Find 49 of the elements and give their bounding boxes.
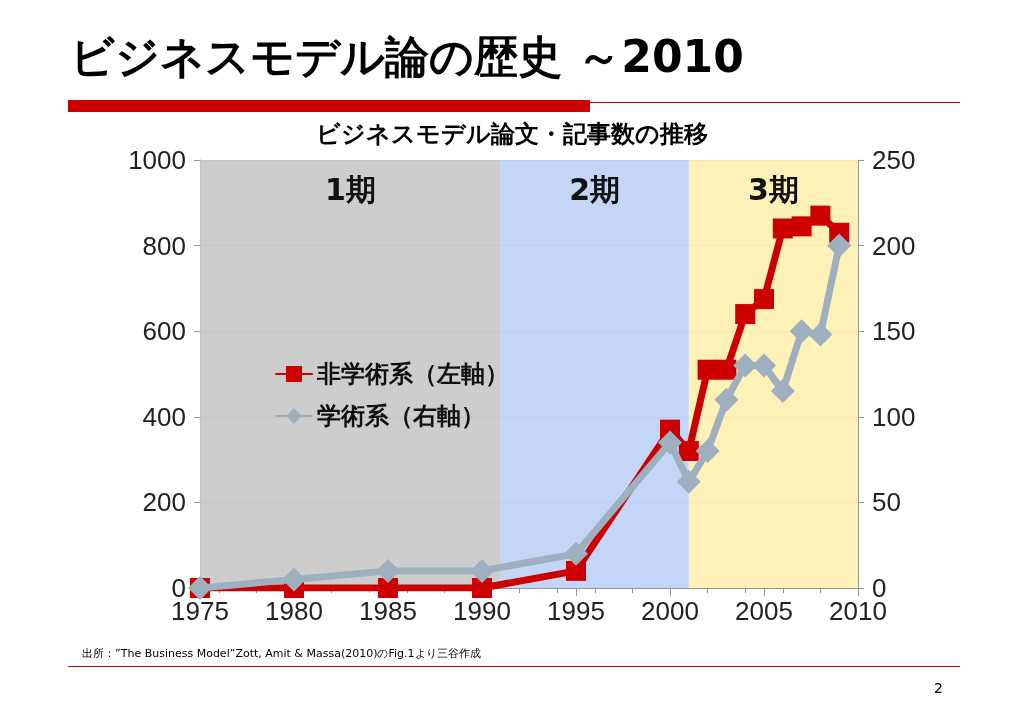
y2-tick-label: 200: [872, 230, 916, 261]
x-tick-label: 1990: [453, 596, 511, 626]
point: [752, 353, 776, 378]
point: [770, 379, 795, 404]
point: [676, 469, 701, 494]
legend-label: 非学術系（左軸）: [316, 360, 509, 388]
point: [470, 558, 494, 583]
point: [472, 578, 492, 598]
y-tick-label: 200: [142, 487, 186, 518]
point: [810, 205, 831, 226]
band-label: 1期: [324, 171, 376, 207]
y-tick-label: 800: [142, 230, 186, 261]
point: [378, 578, 398, 598]
point: [827, 233, 852, 258]
chart-title: ビジネスモデル論の歴史 ～2010: [70, 30, 744, 84]
legend-label: 学術系（右軸）: [317, 402, 485, 430]
point: [564, 541, 588, 566]
x-tick-label: 1980: [265, 596, 323, 626]
point: [282, 567, 306, 592]
point: [376, 558, 400, 583]
point: [716, 359, 737, 380]
point: [658, 430, 682, 455]
point: [697, 359, 718, 380]
y-tick-label: 600: [142, 316, 186, 347]
x-tick-label: 1995: [547, 596, 605, 626]
point: [754, 289, 774, 310]
y2-tick-label: 100: [872, 401, 916, 432]
x-tick-label: 2000: [641, 596, 699, 626]
band-label: 3期: [747, 171, 799, 207]
point: [566, 560, 586, 581]
point: [714, 387, 739, 412]
x-tick-label: 2005: [735, 596, 793, 626]
point: [695, 439, 720, 464]
text: 出所：”The Business Model”Zott, Amit & Massa(2010)のFig.1より三谷作成: [82, 646, 481, 661]
y-tick-label: 1000: [128, 145, 186, 175]
point: [791, 216, 812, 237]
y2-tick-label: 50: [872, 487, 901, 518]
band-label: 2期: [569, 171, 621, 207]
point: [789, 319, 814, 344]
point: [735, 304, 756, 325]
point: [772, 218, 793, 239]
chart-subtitle: ビジネスモデル論文・記事数の推移: [316, 120, 708, 148]
point: [678, 441, 699, 462]
text: 2: [934, 680, 943, 696]
x-tick-label: 1985: [359, 596, 417, 626]
y2-tick-label: 250: [872, 145, 916, 175]
point: [808, 322, 833, 347]
y2-tick-label: 150: [872, 316, 916, 347]
y-tick-label: 400: [142, 401, 186, 432]
